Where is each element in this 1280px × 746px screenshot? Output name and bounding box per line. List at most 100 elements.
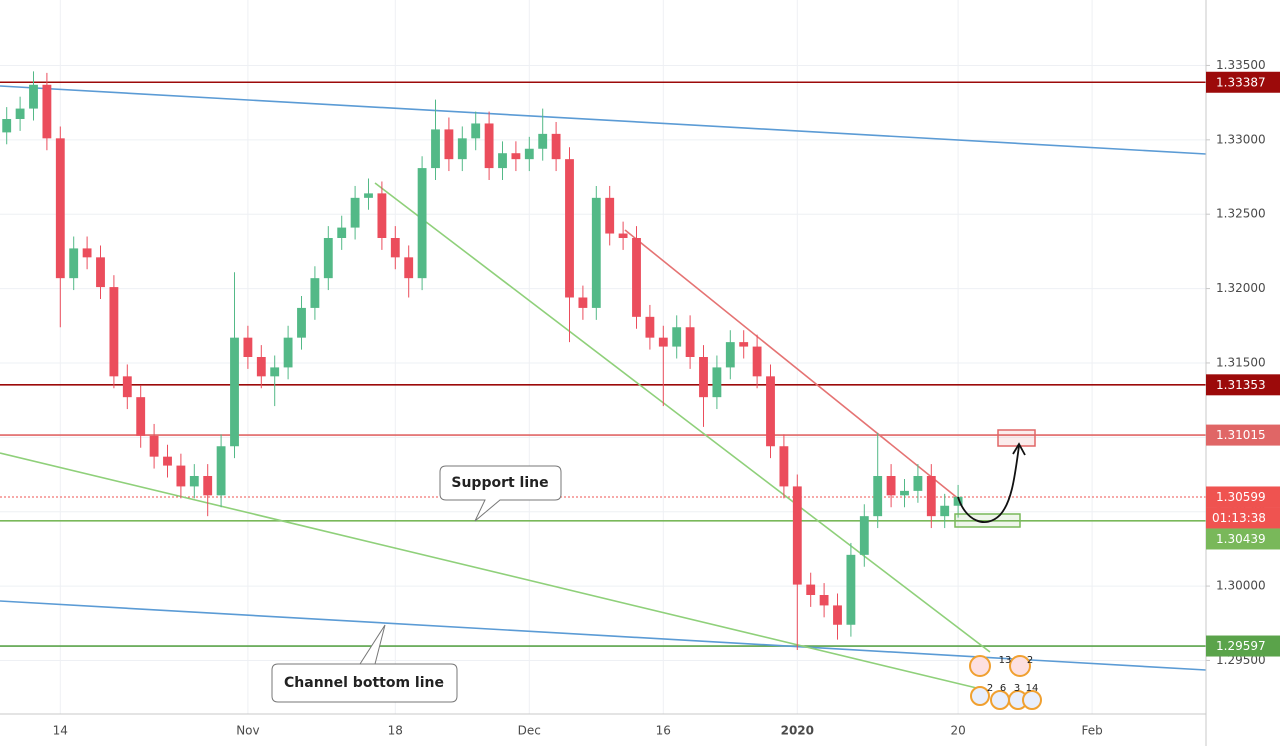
candle-body: [256, 357, 266, 377]
price-tag: [1206, 374, 1280, 396]
candle-body: [350, 197, 360, 228]
y-tick-label: 1.30000: [1216, 579, 1266, 593]
trend-line: [624, 229, 961, 501]
price-tag-label: 1.33387: [1216, 75, 1266, 89]
candle-body: [672, 327, 682, 347]
x-tick-label: 18: [388, 724, 403, 738]
arrow-head: [1012, 442, 1026, 456]
candle-body: [189, 476, 199, 487]
trend-line: [0, 452, 986, 691]
candle-body: [457, 138, 467, 160]
candle-body: [149, 435, 159, 457]
annotation: Support line: [451, 475, 548, 491]
events: 13 2 2 6 3 14: [969, 655, 1042, 710]
event-icon: [1009, 655, 1031, 677]
price-tag-label: 1.31015: [1216, 428, 1266, 442]
target-box: [997, 429, 1036, 447]
candle-body: [658, 337, 668, 347]
candle-body: [323, 238, 333, 279]
callouts: Support line Channel bottom line: [271, 465, 562, 703]
candle-body: [417, 168, 427, 279]
candle-body: [739, 342, 749, 347]
candle-body: [538, 133, 548, 149]
candles: [2, 71, 963, 651]
candle-body: [524, 148, 534, 160]
event-label: 14: [1026, 683, 1039, 694]
candle-body: [29, 84, 38, 109]
event-label: 6: [1000, 683, 1006, 694]
candle-body: [270, 367, 280, 377]
candle-body: [511, 153, 521, 160]
x-tick-label: 20: [950, 724, 965, 738]
price-tag: [1206, 635, 1280, 657]
y-tick-label: 1.32000: [1216, 281, 1266, 295]
x-tick-label: 2020: [781, 724, 814, 738]
candle-body: [725, 342, 735, 368]
candle-body: [712, 367, 722, 398]
candle-body: [873, 476, 883, 517]
candle-body: [82, 248, 92, 258]
y-tick-label: 1.33500: [1216, 58, 1266, 72]
annotation: Channel bottom line: [284, 675, 444, 691]
candle-body: [283, 337, 293, 368]
x-tick-label: Dec: [518, 724, 541, 738]
candle-body: [96, 257, 105, 288]
candle-body: [578, 297, 588, 308]
y-tick-label: 1.32500: [1216, 207, 1266, 221]
zone-box: [954, 513, 1021, 528]
candle-body: [685, 327, 695, 357]
candle-body: [779, 446, 789, 487]
event-label: 2: [987, 683, 993, 694]
event-icon: [970, 686, 990, 706]
candle-body: [819, 595, 829, 606]
candle-body: [886, 476, 896, 496]
candle-body: [806, 584, 816, 595]
x-tick-label: Feb: [1081, 724, 1102, 738]
candle-body: [605, 197, 615, 234]
candle-body: [926, 476, 936, 517]
price-tag: [1206, 528, 1280, 550]
levels: [0, 81, 1206, 647]
candle-body: [940, 505, 950, 517]
axes: 1.295001.300001.305001.310001.315001.320…: [53, 58, 1280, 738]
event-label: 3: [1014, 683, 1020, 694]
price-tag-label: 1.30599: [1216, 490, 1266, 504]
candle-body: [618, 233, 628, 238]
candle-body: [953, 496, 963, 506]
y-tick-label: 1.33000: [1216, 132, 1266, 146]
price-tag: [1206, 424, 1280, 446]
price-tag: [1206, 71, 1280, 93]
candle-body: [431, 129, 440, 169]
candle-body: [591, 197, 601, 308]
candle-body: [645, 316, 655, 338]
callout-box: [439, 465, 562, 522]
candle-body: [69, 248, 79, 279]
candle-body: [565, 159, 574, 298]
candle-body: [859, 516, 869, 555]
candle-body: [216, 446, 226, 496]
price-tag-label: 1.31353: [1216, 378, 1266, 392]
candle-body: [699, 357, 708, 398]
candle-body: [551, 133, 561, 160]
trend-lines: [0, 85, 1206, 691]
x-tick-label: 16: [656, 724, 671, 738]
candle-body: [766, 376, 775, 447]
candle-body: [109, 287, 119, 377]
y-tick-label: 1.31500: [1216, 355, 1266, 369]
candle-body: [176, 465, 186, 487]
countdown-tag: [1206, 507, 1280, 529]
candle-body: [900, 490, 909, 496]
candle-body: [484, 123, 494, 169]
candle-body: [163, 456, 172, 466]
arrow: [957, 445, 1020, 524]
candle-body: [833, 605, 842, 625]
candle-body: [297, 307, 306, 338]
candle-body: [55, 138, 65, 279]
candle-body: [203, 476, 213, 496]
candle-body: [444, 129, 454, 160]
candle-body: [913, 476, 923, 491]
event-icon: [1022, 690, 1042, 710]
candle-body: [404, 257, 414, 279]
candle-body: [122, 376, 132, 398]
